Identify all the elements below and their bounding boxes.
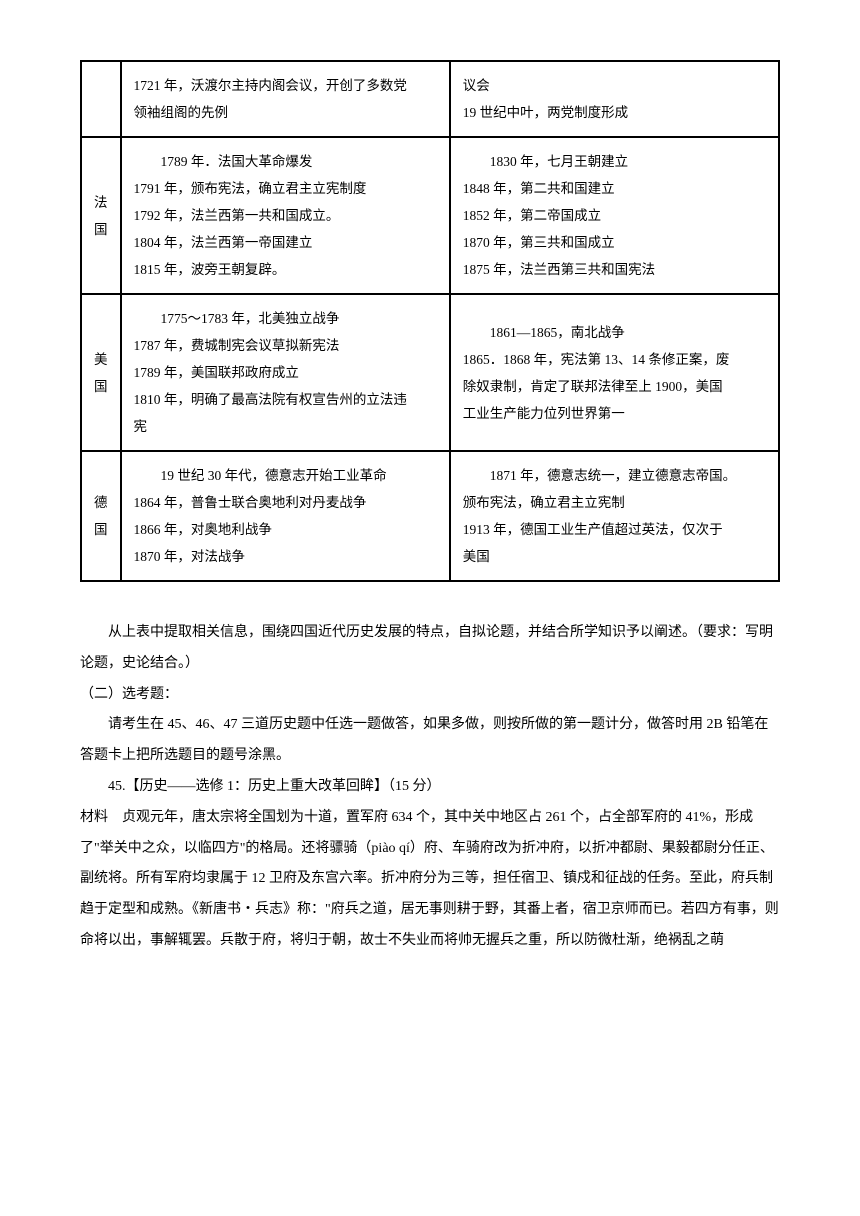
event-line: 1848 年，第二共和国建立 [463, 175, 766, 202]
france-right: 1830 年，七月王朝建立 1848 年，第二共和国建立 1852 年，第二帝国… [450, 137, 779, 294]
event-line: 1830 年，七月王朝建立 [463, 148, 766, 175]
event-line: 19 世纪中叶，两党制度形成 [463, 99, 766, 126]
event-line: 19 世纪 30 年代，德意志开始工业革命 [134, 462, 437, 489]
event-line: 1861—1865，南北战争 [463, 319, 766, 346]
usa-right: 1861—1865，南北战争 1865．1868 年，宪法第 13、14 条修正… [450, 294, 779, 451]
event-line: 1791 年，颁布宪法，确立君主立宪制度 [134, 175, 437, 202]
event-line: 1852 年，第二帝国成立 [463, 202, 766, 229]
event-line: 1721 年，沃渡尔主持内阁会议，开创了多数党 [134, 72, 437, 99]
usa-left: 1775～1783 年，北美独立战争 1787 年，费城制宪会议草拟新宪法 17… [121, 294, 450, 451]
material-text: 贞观元年，唐太宗将全国划为十道，置军府 634 个，其中关中地区占 261 个，… [80, 810, 779, 948]
event-line: 1870 年，对法战争 [134, 543, 437, 570]
event-line: 1804 年，法兰西第一帝国建立 [134, 229, 437, 256]
body-text: 从上表中提取相关信息，围绕四国近代历史发展的特点，自拟论题，并结合所学知识予以阐… [80, 618, 780, 957]
history-table: 1721 年，沃渡尔主持内阁会议，开创了多数党 领袖组阁的先例 议会 19 世纪… [80, 60, 780, 582]
germany-right: 1871 年，德意志统一，建立德意志帝国。 颁布宪法，确立君主立宪制 1913 … [450, 451, 779, 581]
event-line: 领袖组阁的先例 [134, 99, 437, 126]
table-row: 美国 1775～1783 年，北美独立战争 1787 年，费城制宪会议草拟新宪法… [81, 294, 779, 451]
row0-left: 1721 年，沃渡尔主持内阁会议，开创了多数党 领袖组阁的先例 [121, 61, 450, 137]
table-row: 法国 1789 年．法国大革命爆发 1791 年，颁布宪法，确立君主立宪制度 1… [81, 137, 779, 294]
country-cell-germany: 德国 [81, 451, 121, 581]
france-left: 1789 年．法国大革命爆发 1791 年，颁布宪法，确立君主立宪制度 1792… [121, 137, 450, 294]
event-line: 1815 年，波旁王朝复辟。 [134, 256, 437, 283]
event-line: 1810 年，明确了最高法院有权宣告州的立法违 [134, 386, 437, 413]
material-label: 材料 [80, 810, 108, 825]
country-cell-france: 法国 [81, 137, 121, 294]
instruction-paragraph: 从上表中提取相关信息，围绕四国近代历史发展的特点，自拟论题，并结合所学知识予以阐… [80, 618, 780, 680]
instruction-paragraph: 请考生在 45、46、47 三道历史题中任选一题做答，如果多做，则按所做的第一题… [80, 710, 780, 772]
event-line: 美国 [463, 543, 766, 570]
event-line: 1789 年．法国大革命爆发 [134, 148, 437, 175]
event-line: 1789 年，美国联邦政府成立 [134, 359, 437, 386]
event-line: 工业生产能力位列世界第一 [463, 400, 766, 427]
germany-left: 19 世纪 30 年代，德意志开始工业革命 1864 年，普鲁士联合奥地利对丹麦… [121, 451, 450, 581]
event-line: 1866 年，对奥地利战争 [134, 516, 437, 543]
country-cell-usa: 美国 [81, 294, 121, 451]
section-heading: （二）选考题： [80, 680, 780, 711]
event-line: 1871 年，德意志统一，建立德意志帝国。 [463, 462, 766, 489]
event-line: 1787 年，费城制宪会议草拟新宪法 [134, 332, 437, 359]
event-line: 除奴隶制，肯定了联邦法律至上 1900，美国 [463, 373, 766, 400]
event-line: 1865．1868 年，宪法第 13、14 条修正案，废 [463, 346, 766, 373]
event-line: 宪 [134, 413, 437, 440]
event-line: 1875 年，法兰西第三共和国宪法 [463, 256, 766, 283]
event-line: 颁布宪法，确立君主立宪制 [463, 489, 766, 516]
material-paragraph: 材料 贞观元年，唐太宗将全国划为十道，置军府 634 个，其中关中地区占 261… [80, 803, 780, 957]
event-line: 1775～1783 年，北美独立战争 [134, 305, 437, 332]
event-line: 1864 年，普鲁士联合奥地利对丹麦战争 [134, 489, 437, 516]
event-line: 1792 年，法兰西第一共和国成立。 [134, 202, 437, 229]
table-row: 德国 19 世纪 30 年代，德意志开始工业革命 1864 年，普鲁士联合奥地利… [81, 451, 779, 581]
event-line: 议会 [463, 72, 766, 99]
row0-right: 议会 19 世纪中叶，两党制度形成 [450, 61, 779, 137]
event-line: 1913 年，德国工业生产值超过英法，仅次于 [463, 516, 766, 543]
question-heading: 45.【历史——选修 1：历史上重大改革回眸】（15 分） [80, 772, 780, 803]
event-line: 1870 年，第三共和国成立 [463, 229, 766, 256]
country-cell-empty [81, 61, 121, 137]
table-row: 1721 年，沃渡尔主持内阁会议，开创了多数党 领袖组阁的先例 议会 19 世纪… [81, 61, 779, 137]
